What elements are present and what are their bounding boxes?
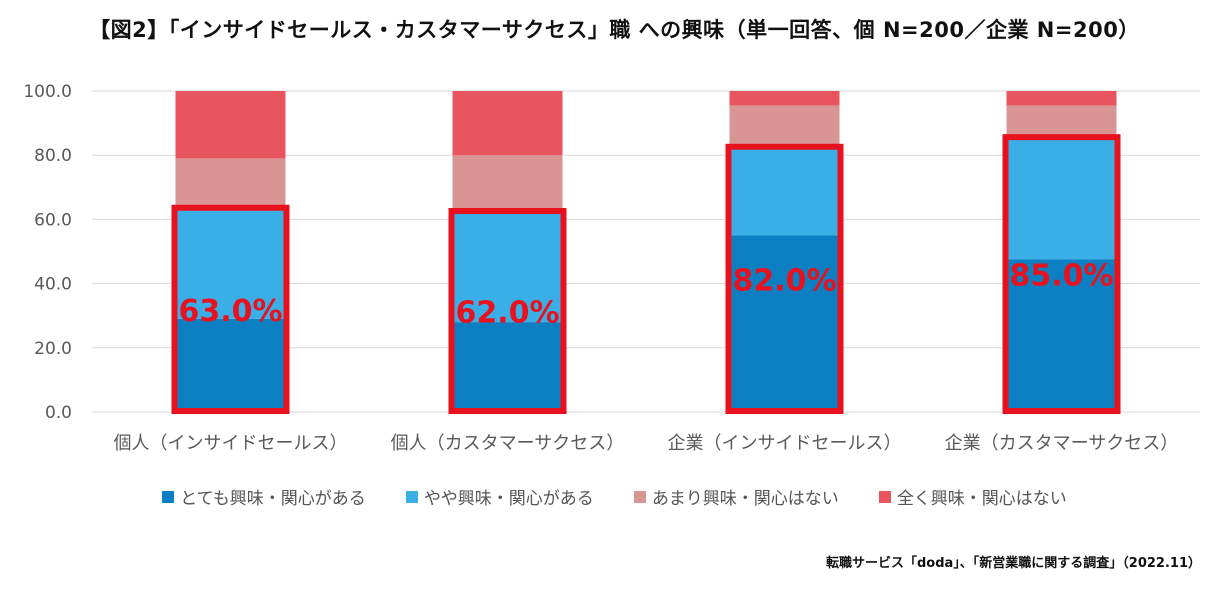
legend-swatch — [405, 490, 418, 503]
y-tick-label: 60.0 — [34, 210, 72, 230]
legend-label: 全く興味・関心はない — [896, 489, 1067, 509]
bar-segment — [729, 148, 840, 236]
bar-segment — [1006, 259, 1117, 412]
y-tick-label: 40.0 — [34, 275, 72, 295]
legend: とても興味・関心がある やや興味・関心がある あまり興味・関心はない 全く興味・関心は… — [0, 484, 1229, 509]
legend-item: とても興味・関心がある — [162, 484, 366, 509]
chart-title: 【図2】「インサイドセールス・カスタマーサクセス」職 への興味（単一回答、個 N… — [89, 18, 1140, 42]
bar-segment — [1006, 91, 1117, 106]
legend-item: やや興味・関心がある — [405, 484, 594, 509]
bar-segment — [175, 91, 286, 159]
legend-swatch — [633, 490, 646, 503]
bar-segment — [1006, 139, 1117, 260]
legend-swatch — [162, 490, 175, 503]
source-note: 転職サービス「doda」、「新営業職に関する調査」（2022.11） — [825, 556, 1201, 571]
bar-segment — [1006, 105, 1117, 140]
bar-segment — [175, 209, 286, 319]
bar-segment — [729, 91, 840, 106]
x-axis: 個人（インサイドセールス） 個人（カスタマーサクセス） 企業（インサイドセールス） 企… — [92, 411, 1200, 454]
bar-segment — [729, 105, 840, 149]
highlight-label: 63.0% — [178, 294, 282, 329]
bar-segment — [452, 212, 563, 323]
bar-segment — [175, 318, 286, 412]
legend-item: 全く興味・関心はない — [878, 484, 1067, 509]
y-tick-label: 100.0 — [23, 82, 72, 102]
legend-label: あまり興味・関心はない — [651, 489, 839, 509]
x-tick-label: 企業（インサイドセールス） — [668, 433, 902, 454]
legend-label: とても興味・関心がある — [180, 489, 366, 509]
y-tick-label: 80.0 — [34, 146, 72, 166]
bar-segment — [452, 91, 563, 156]
bar-segment — [452, 322, 563, 412]
bar-segment — [729, 235, 840, 412]
highlight-box — [448, 207, 567, 414]
x-tick-label: 個人（カスタマーサクセス） — [391, 433, 625, 454]
x-tick-label: 個人（インサイドセールス） — [114, 433, 348, 454]
legend-label: やや興味・関心がある — [423, 489, 594, 509]
legend-item: あまり興味・関心はない — [633, 484, 839, 509]
highlight-label: 82.0% — [732, 263, 836, 298]
y-tick-label: 20.0 — [34, 339, 72, 359]
bar-segment — [452, 155, 563, 213]
legend-swatch — [878, 490, 891, 503]
y-tick-label: 0.0 — [45, 403, 72, 423]
x-tick-label: 企業（カスタマーサクセス） — [945, 433, 1179, 454]
bars — [175, 91, 1117, 412]
highlights: 63.0% 62.0% 82.0% 85.0% — [171, 134, 1121, 414]
highlight-label: 62.0% — [455, 295, 559, 330]
bar-segment — [175, 158, 286, 210]
highlight-label: 85.0% — [1009, 259, 1113, 294]
y-axis: 0.0 20.0 40.0 60.0 80.0 100.0 — [23, 82, 72, 423]
highlight-box — [171, 204, 290, 414]
highlight-box — [1002, 134, 1121, 414]
highlight-box — [725, 143, 844, 414]
